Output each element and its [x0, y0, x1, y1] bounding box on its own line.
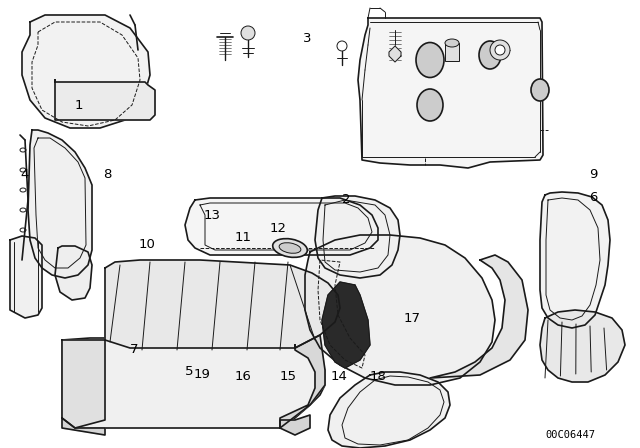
Polygon shape: [540, 310, 625, 382]
Polygon shape: [322, 282, 370, 368]
Text: 12: 12: [270, 222, 287, 235]
Text: 11: 11: [235, 231, 252, 244]
Circle shape: [490, 40, 510, 60]
Polygon shape: [315, 196, 400, 278]
Polygon shape: [389, 46, 401, 62]
Text: 17: 17: [403, 311, 420, 325]
Polygon shape: [430, 255, 528, 378]
Polygon shape: [280, 335, 325, 428]
Polygon shape: [540, 192, 610, 328]
Ellipse shape: [279, 243, 301, 253]
Ellipse shape: [416, 43, 444, 78]
Text: 5: 5: [184, 365, 193, 379]
Polygon shape: [28, 130, 92, 278]
Circle shape: [495, 45, 505, 55]
Polygon shape: [62, 418, 105, 435]
Polygon shape: [105, 260, 340, 348]
Text: 9: 9: [589, 168, 597, 181]
Ellipse shape: [273, 239, 307, 257]
Text: 19: 19: [193, 367, 210, 381]
Text: 14: 14: [331, 370, 348, 383]
Text: 18: 18: [369, 370, 386, 383]
Polygon shape: [62, 340, 105, 428]
Polygon shape: [358, 18, 543, 168]
Text: 13: 13: [204, 208, 221, 222]
Text: 8: 8: [104, 168, 112, 181]
Text: 15: 15: [280, 370, 296, 383]
Text: 16: 16: [235, 370, 252, 383]
Text: 7: 7: [130, 343, 139, 356]
Ellipse shape: [417, 89, 443, 121]
Text: 00C06447: 00C06447: [545, 430, 595, 440]
Text: 6: 6: [589, 190, 597, 204]
Text: 3: 3: [303, 31, 312, 45]
Polygon shape: [328, 372, 450, 448]
Polygon shape: [55, 246, 92, 300]
Ellipse shape: [445, 39, 459, 47]
Polygon shape: [280, 415, 310, 435]
Circle shape: [241, 26, 255, 40]
Polygon shape: [22, 15, 150, 128]
Polygon shape: [185, 198, 378, 255]
Ellipse shape: [479, 41, 501, 69]
Polygon shape: [55, 80, 155, 120]
Text: 4: 4: [20, 168, 29, 181]
Polygon shape: [62, 338, 325, 428]
Text: 10: 10: [139, 237, 156, 251]
Polygon shape: [10, 236, 42, 318]
Ellipse shape: [531, 79, 549, 101]
Bar: [445, 43, 459, 61]
Text: 1: 1: [75, 99, 83, 112]
Text: 2: 2: [342, 193, 351, 206]
Polygon shape: [305, 235, 495, 385]
